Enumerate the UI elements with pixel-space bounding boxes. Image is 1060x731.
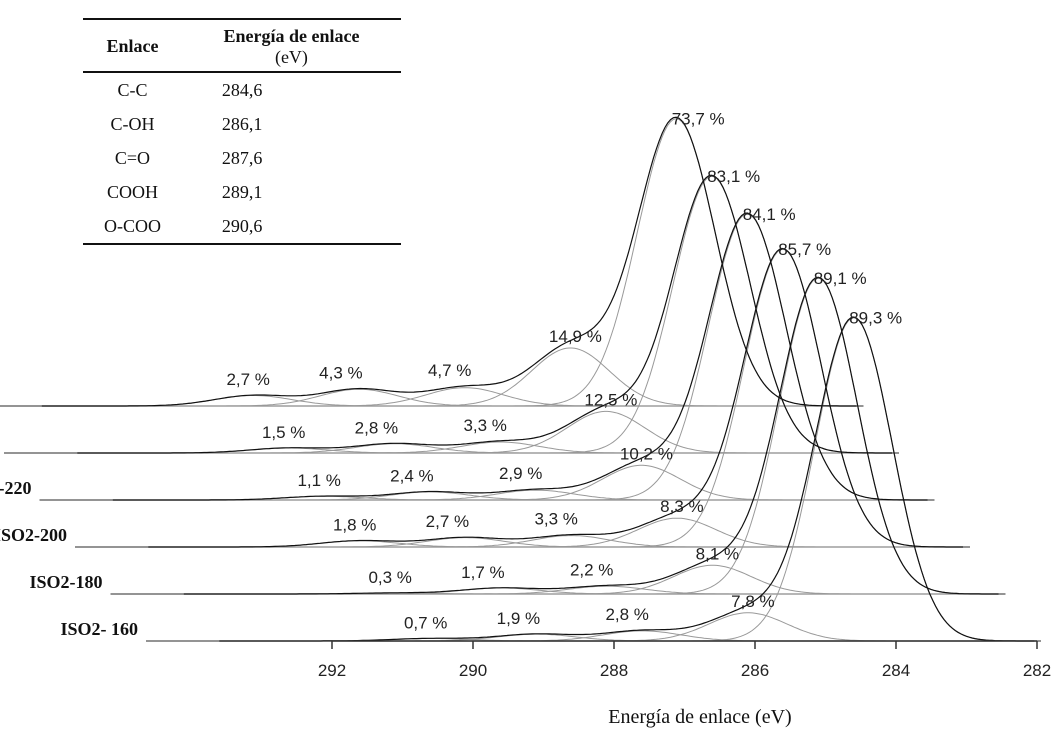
envelope-curve	[148, 247, 964, 548]
percentage-label: 2,7 %	[426, 512, 469, 531]
envelope-curve	[77, 174, 893, 454]
table-header-energy-unit: (eV)	[274, 46, 308, 67]
series-envelope	[183, 276, 999, 595]
series-envelope	[77, 174, 893, 454]
series-label: ISO2-180	[29, 572, 102, 592]
x-tick-label: 292	[318, 661, 346, 680]
component-peak	[148, 534, 964, 548]
x-tick-label: 288	[600, 661, 628, 680]
series-percentages: 8,3 % 3,3 % 2,7 % 1,8 % 85,7 %	[333, 240, 831, 534]
table-header-energy-label: Energía de enlace	[223, 26, 360, 46]
percentage-label: 7,8 %	[731, 592, 774, 611]
series-label: ISO2-220	[0, 478, 32, 498]
percentage-label: 10,2 %	[620, 444, 673, 463]
x-tick-label: 284	[882, 661, 910, 680]
table-header-row: Enlace Energía de enlace (eV)	[83, 19, 401, 74]
percentage-label: 1,9 %	[497, 609, 540, 628]
table-header-energy: Energía de enlace (eV)	[181, 19, 401, 74]
series-labels-layer: ISO2- 160ISO2-180ISO2-200ISO2-220ISO2-24…	[0, 478, 138, 639]
table-row: O-COO 290,6	[83, 209, 401, 244]
percentage-label: 84,1 %	[743, 205, 796, 224]
table-cell-energy: 284,6	[221, 80, 263, 101]
x-tick-label: 290	[459, 661, 487, 680]
percentage-label: 0,7 %	[404, 613, 447, 632]
percentage-label: 1,1 %	[297, 471, 340, 490]
x-tick-label: 282	[1023, 661, 1051, 680]
component-peak	[41, 388, 857, 407]
percentage-label: 2,9 %	[499, 464, 542, 483]
table-row: C-OH 286,1	[83, 107, 401, 141]
percentage-label: 2,4 %	[390, 467, 433, 486]
percentage-label: 3,3 %	[463, 416, 506, 435]
percentage-label: 2,8 %	[605, 605, 648, 624]
percentage-label: 8,3 %	[660, 497, 703, 516]
series-percentages: 12,5 % 3,3 % 2,8 % 1,5 % 83,1 %	[262, 167, 760, 442]
binding-energy-reference-table: Enlace Energía de enlace (eV) C-C 284,6 C…	[83, 18, 401, 246]
percentage-label: 1,8 %	[333, 516, 376, 535]
x-axis-title: Energía de enlace (eV)	[608, 706, 791, 728]
component-peak	[41, 387, 857, 407]
series-components	[41, 118, 857, 407]
x-tick-label: 286	[741, 661, 769, 680]
component-peak	[183, 587, 999, 595]
percentage-label: 14,9 %	[549, 327, 602, 346]
series-envelope	[112, 212, 928, 501]
series-envelope	[148, 247, 964, 548]
percentage-label: 89,3 %	[849, 309, 902, 328]
table-row: COOH 289,1	[83, 175, 401, 209]
percentage-label: 2,8 %	[355, 418, 398, 437]
percentage-label: 83,1 %	[707, 167, 760, 186]
table-cell-bond: COOH	[106, 182, 158, 203]
table-cell-bond: O-COO	[103, 216, 161, 237]
series-label: ISO2- 160	[60, 619, 138, 639]
envelope-curve	[41, 116, 857, 407]
percentage-label: 3,3 %	[534, 510, 577, 529]
percentage-label: 12,5 %	[584, 390, 637, 409]
envelope-curve	[183, 276, 999, 595]
table-cell-bond: C-C	[117, 80, 148, 101]
table-row: C=O 287,6	[83, 141, 401, 175]
series-percentages: 10,2 % 2,9 % 2,4 % 1,1 % 84,1 %	[297, 205, 795, 490]
table-cell-energy: 286,1	[221, 114, 263, 135]
table-header-bond: Enlace	[83, 19, 182, 74]
percentage-label: 1,5 %	[262, 423, 305, 442]
percentage-label: 4,3 %	[319, 364, 362, 383]
series-percentages: 8,1 % 2,2 % 1,7 % 0,3 % 89,1 %	[368, 269, 866, 587]
component-peak	[148, 537, 964, 548]
percentage-label: 85,7 %	[778, 240, 831, 259]
series-percentages: 7,8 % 2,8 % 1,9 % 0,7 % 89,3 %	[404, 309, 902, 633]
table-cell-bond: C-OH	[110, 114, 155, 135]
envelope-curves-layer	[41, 116, 1035, 642]
series-percentages: 14,9 % 4,7 % 4,3 % 2,7 % 73,7 %	[226, 110, 724, 389]
component-peak	[219, 630, 1035, 642]
percentage-label: 89,1 %	[814, 269, 867, 288]
series-components	[148, 248, 964, 548]
percentage-label: 2,2 %	[570, 560, 613, 579]
percentage-label: 0,3 %	[368, 568, 411, 587]
x-axis: 292 290 288 286 284 282	[318, 640, 1051, 680]
component-peak	[219, 633, 1035, 642]
component-peak	[183, 585, 999, 595]
percentage-label: 8,1 %	[696, 544, 739, 563]
table-cell-energy: 289,1	[221, 182, 263, 203]
percentage-labels-layer: 7,8 % 2,8 % 1,9 % 0,7 % 89,3 % 8,1 % 2,2 % 1,7 …	[226, 110, 902, 633]
percentage-label: 4,7 %	[428, 361, 471, 380]
envelope-curve	[112, 212, 928, 501]
percentage-label: 73,7 %	[672, 110, 725, 129]
table-cell-energy: 287,6	[221, 148, 263, 169]
percentage-label: 2,7 %	[226, 370, 269, 389]
table-cell-bond: C=O	[114, 148, 151, 169]
table-cell-energy: 290,6	[221, 216, 263, 237]
component-peak	[148, 248, 964, 548]
series-label: ISO2-200	[0, 525, 67, 545]
percentage-label: 1,7 %	[461, 563, 504, 582]
table-row: C-C 284,6	[83, 72, 401, 107]
series-envelope	[41, 116, 857, 407]
